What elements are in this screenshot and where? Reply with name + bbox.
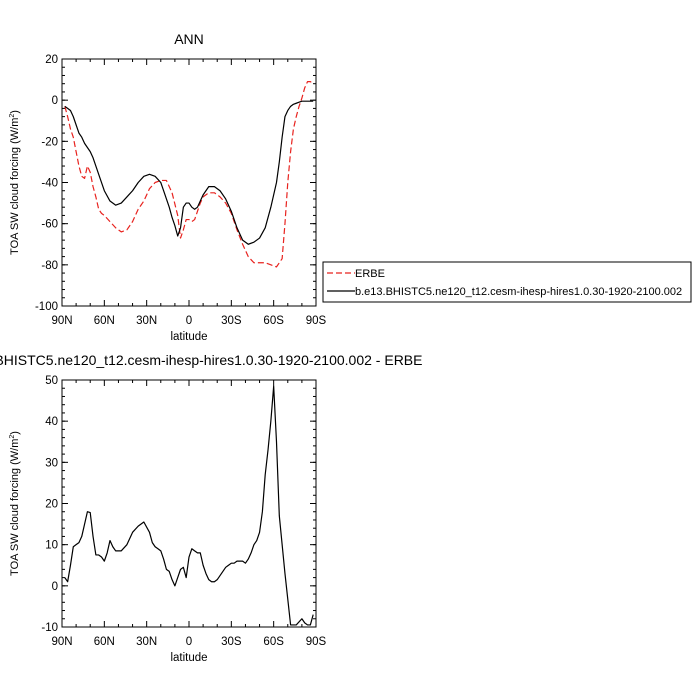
plot-frame — [61, 379, 317, 628]
series-line-2 — [64, 100, 314, 245]
y-axis-label-main: TOA SW cloud forcing (W/m — [9, 439, 21, 576]
legend-label-1: ERBE — [355, 268, 385, 280]
y-tick-label: 30 — [45, 457, 58, 469]
x-tick-label: 90S — [306, 315, 327, 327]
y-tick-label: 40 — [45, 416, 58, 428]
y-tick-label: 20 — [45, 499, 58, 511]
chart-title: b.e13.BHISTC5.ne120_t12.cesm-ihesp-hires… — [0, 352, 422, 368]
y-tick-label: 0 — [52, 581, 58, 593]
x-tick-label: 90N — [51, 636, 72, 648]
x-tick-label: 60S — [263, 636, 284, 648]
x-tick-label: 30N — [136, 636, 157, 648]
plot-frame — [61, 58, 317, 307]
y-axis-label-close: ) — [9, 431, 21, 435]
legend-box — [322, 261, 692, 303]
x-tick-label: 30S — [221, 315, 242, 327]
y-tick-label: -20 — [41, 136, 58, 148]
legend: ERBE b.e13.BHISTC5.ne120_t12.cesm-ihesp-h… — [322, 261, 692, 303]
y-tick-label: 0 — [52, 95, 58, 107]
x-axis-label: latitude — [170, 652, 207, 664]
y-axis-label-main: TOA SW cloud forcing (W/m — [9, 118, 21, 255]
legend-label-2: b.e13.BHISTC5.ne120_t12.cesm-ihesp-hires… — [355, 286, 682, 298]
y-tick-label: 20 — [45, 54, 58, 66]
x-tick-label: 90S — [306, 636, 327, 648]
y-tick-label: 50 — [45, 375, 58, 387]
y-tick-label: -10 — [41, 622, 58, 634]
x-tick-label: 60S — [263, 315, 284, 327]
y-axis-label-superscript: 2 — [9, 435, 16, 439]
x-tick-label: 0 — [186, 315, 192, 327]
series-line-1 — [64, 385, 314, 626]
y-axis-label: TOA SW cloud forcing (W/m2) — [9, 431, 21, 576]
y-axis-label-superscript: 2 — [9, 114, 16, 118]
chart-2: b.e13.BHISTC5.ne120_t12.cesm-ihesp-hires… — [0, 352, 422, 664]
chart-title: ANN — [174, 31, 204, 47]
y-tick-label: -60 — [41, 219, 58, 231]
y-tick-label: -40 — [41, 178, 58, 190]
y-axis-label: TOA SW cloud forcing (W/m2) — [9, 110, 21, 255]
chart-1: ANN 90N 60N 30N 0 30S 60S 90S -100 -80 -60 -40 -20 0 2… — [9, 31, 692, 343]
x-axis-label: latitude — [170, 331, 207, 343]
series-line-1 — [64, 81, 314, 268]
x-tick-label: 0 — [186, 636, 192, 648]
x-tick-label: 60N — [94, 636, 115, 648]
y-tick-label: -100 — [35, 301, 58, 313]
y-axis-label-close: ) — [9, 110, 21, 114]
y-tick-label: 10 — [45, 540, 58, 552]
x-tick-label: 60N — [94, 315, 115, 327]
x-tick-label: 30S — [221, 636, 242, 648]
y-tick-label: -80 — [41, 260, 58, 272]
x-tick-label: 30N — [136, 315, 157, 327]
x-tick-label: 90N — [51, 315, 72, 327]
